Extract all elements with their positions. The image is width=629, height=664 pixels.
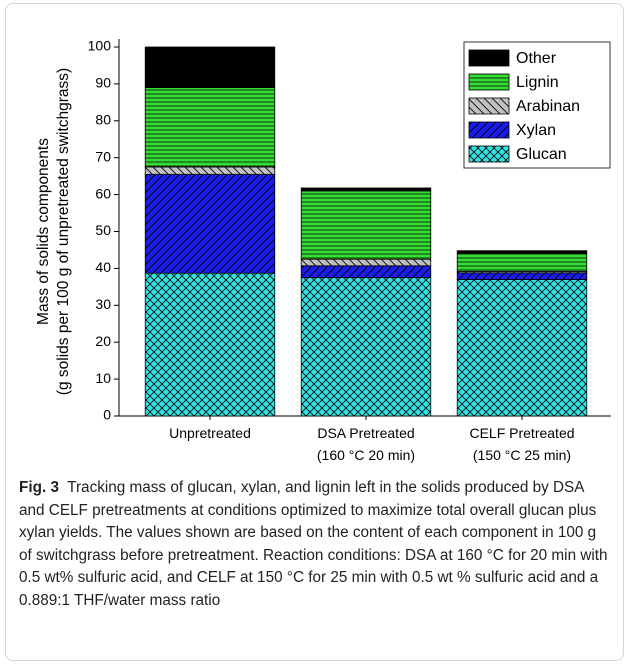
bar-segment (144, 173, 276, 274)
bar-segment (456, 250, 588, 255)
y-tick-label: 80 (95, 112, 111, 128)
legend-swatch (468, 49, 510, 67)
y-tick-label: 60 (95, 185, 111, 201)
legend-swatch (468, 121, 510, 139)
y-axis-label: Mass of solids components (g solids per 1… (35, 68, 72, 395)
bar-segment (300, 277, 432, 417)
bar-segment (456, 279, 588, 417)
legend-label: Arabinan (516, 98, 580, 115)
y-tick-label: 0 (103, 407, 111, 423)
legend-label: Glucan (516, 146, 567, 163)
bar-segment (300, 265, 432, 279)
y-tick-label: 20 (95, 333, 111, 349)
legend-swatch (468, 73, 510, 91)
caption-label: Fig. 3 (19, 479, 59, 496)
bar-segment (300, 187, 432, 192)
y-tick-label: 50 (95, 222, 111, 238)
bar-segment (456, 272, 588, 280)
figure: 0 10 20 30 40 50 60 70 80 90 100 Mass of solids com… (5, 3, 624, 661)
caption-text: Tracking mass of glucan, xylan, and lign… (19, 479, 608, 609)
legend-swatch (468, 145, 510, 163)
y-tick-label: 70 (95, 148, 111, 164)
legend-label: Lignin (516, 74, 559, 91)
x-tick-label: DSA Pretreated (160 °C 20 min) (317, 425, 415, 463)
y-tick-label: 40 (95, 259, 111, 275)
legend-swatch (468, 97, 510, 115)
bar-segment (300, 190, 432, 260)
bar-segment (144, 87, 276, 168)
bar-segment (456, 253, 588, 272)
y-tick-label: 10 (95, 370, 111, 386)
y-tick-label: 90 (95, 75, 111, 91)
bar-segment (144, 166, 276, 175)
x-tick-label: CELF Pretreated (150 °C 25 min) (469, 425, 574, 463)
x-tick-label: Unpretreated (169, 425, 251, 441)
y-tick-label: 30 (95, 296, 111, 312)
legend-label: Other (516, 50, 557, 67)
bar-segment (144, 46, 276, 88)
chart: 0 10 20 30 40 50 60 70 80 90 100 Mass of solids com… (35, 38, 611, 463)
legend-label: Xylan (516, 122, 556, 139)
y-tick-label: 100 (88, 38, 112, 54)
caption: Fig. 3 Tracking mass of glucan, xylan, a… (19, 477, 611, 613)
bar-segment (300, 258, 432, 267)
bar-segment (144, 272, 276, 417)
